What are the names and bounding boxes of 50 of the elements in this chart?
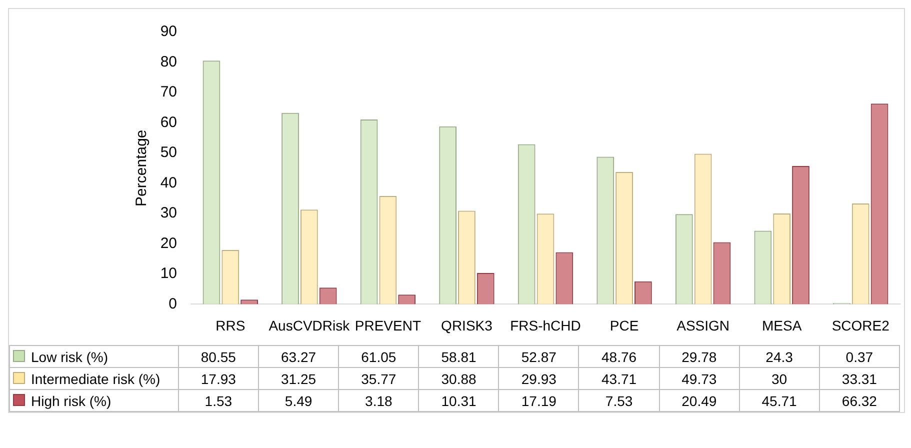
y-tick-label: 80 — [160, 53, 177, 70]
data-label: 30 — [739, 368, 820, 390]
data-label: 5.49 — [258, 390, 339, 412]
data-label: 35.77 — [338, 368, 419, 390]
y-tick-label: 10 — [160, 265, 177, 282]
y-tick-label: 60 — [160, 114, 177, 131]
data-label: 29.78 — [659, 346, 740, 368]
data-label: 20.49 — [659, 390, 740, 412]
data-label: 58.81 — [418, 346, 499, 368]
x-tick-label: ASSIGN — [676, 317, 730, 334]
y-tick-label: 50 — [160, 144, 177, 162]
data-label: 3.18 — [338, 390, 419, 412]
data-label: 24.3 — [739, 346, 820, 368]
y-tick-label: 20 — [160, 234, 177, 252]
legend-label: Intermediate risk (%) — [31, 370, 160, 386]
data-label: 80.55 — [178, 346, 258, 368]
legend-label: High risk (%) — [31, 392, 112, 408]
data-label: 7.53 — [578, 390, 660, 412]
legend-label: Low risk (%) — [31, 348, 108, 364]
x-tick-label: MESA — [762, 317, 802, 334]
x-tick-label: RRS — [216, 317, 246, 334]
data-label: 17.93 — [178, 368, 258, 390]
data-label: 0.37 — [819, 346, 900, 368]
x-tick-label: QRISK3 — [441, 317, 493, 334]
data-label: 45.71 — [739, 390, 820, 412]
y-axis-title: Percentage — [133, 130, 150, 206]
x-tick-label: FRS-hCHD — [510, 317, 581, 334]
data-label: 63.27 — [258, 346, 339, 368]
data-label: 1.53 — [178, 390, 258, 412]
y-tick-label: 70 — [160, 84, 177, 101]
x-tick-label: AusCVDRisk — [268, 317, 351, 334]
data-label: 66.32 — [819, 390, 900, 412]
x-tick-label: SCORE2 — [832, 317, 890, 334]
y-tick-label: 90 — [160, 23, 177, 40]
data-label: 33.31 — [819, 368, 900, 390]
data-label: 10.31 — [418, 390, 499, 412]
y-tick-label: 0 — [168, 295, 177, 312]
data-label: 29.93 — [498, 368, 579, 390]
data-label: 61.05 — [338, 346, 419, 368]
data-label: 17.19 — [498, 390, 579, 412]
data-label: 30.88 — [418, 368, 499, 390]
x-tick-label: PCE — [610, 317, 639, 334]
x-tick-label: PREVENT — [354, 317, 422, 334]
data-label: 48.76 — [578, 346, 660, 368]
data-label: 43.71 — [578, 368, 660, 390]
y-tick-label: 30 — [160, 204, 177, 222]
data-label: 31.25 — [258, 368, 339, 390]
y-tick-label: 40 — [160, 174, 177, 192]
data-label: 52.87 — [498, 346, 579, 368]
data-label: 49.73 — [659, 368, 740, 390]
